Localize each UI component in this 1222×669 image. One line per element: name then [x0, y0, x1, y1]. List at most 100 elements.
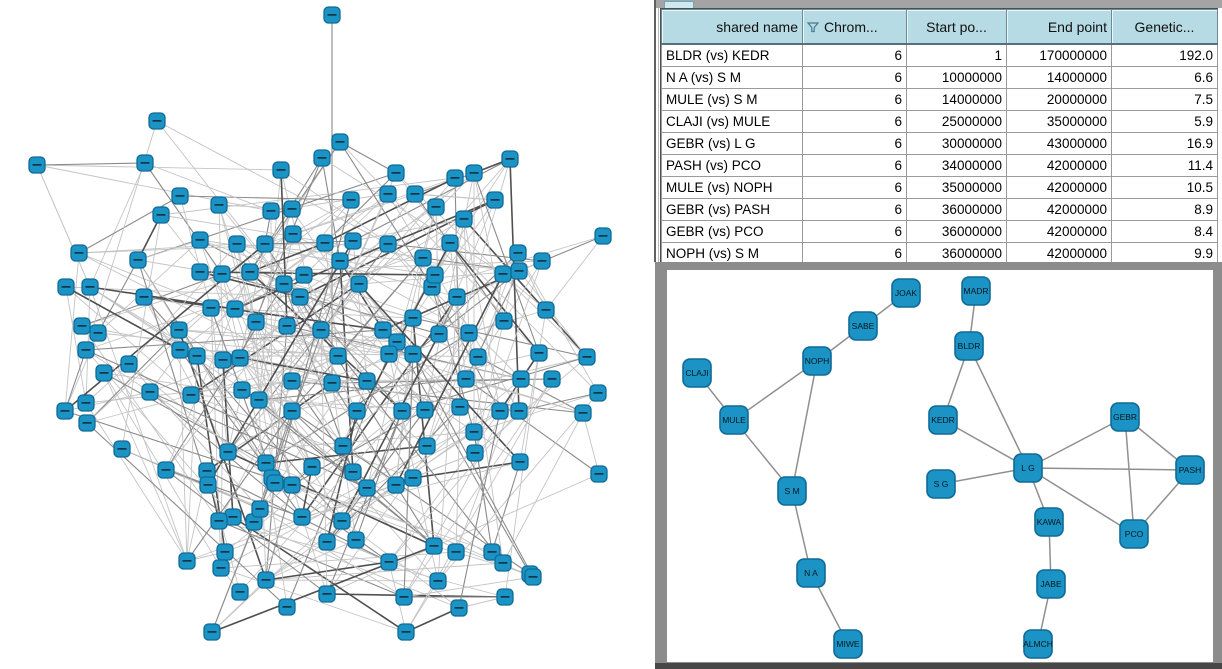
network-edge[interactable]	[64, 410, 293, 486]
network-edge[interactable]	[396, 206, 437, 343]
table-row[interactable]: NOPH (vs) S M 6 36000000 42000000 9.9	[661, 242, 1218, 265]
network-edge[interactable]	[291, 172, 397, 412]
network-edge[interactable]	[86, 307, 212, 424]
network-edge[interactable]	[239, 410, 403, 593]
subnetwork-canvas[interactable]: JOAK MADR SABE BLDR NOPH CLAJI MULE KEDR GEBR L G…	[667, 270, 1213, 662]
network-edge[interactable]	[326, 332, 470, 543]
network-node-miwe[interactable]: MIWE	[833, 629, 863, 659]
network-node-mule[interactable]: MULE	[719, 405, 749, 435]
network-edge[interactable]	[473, 273, 504, 433]
network-edge[interactable]	[414, 193, 496, 201]
network-edge[interactable]	[64, 349, 87, 412]
network-node-kedr[interactable]: KEDR	[928, 405, 958, 435]
network-edge[interactable]	[236, 243, 276, 484]
network-edge[interactable]	[274, 199, 352, 484]
network-edge[interactable]	[199, 239, 241, 359]
network-edge[interactable]	[103, 372, 188, 562]
network-edge[interactable]	[137, 239, 201, 261]
network-edge[interactable]	[405, 378, 553, 633]
network-edge[interactable]	[259, 508, 405, 598]
network-edge[interactable]	[86, 329, 180, 424]
network-edge[interactable]	[292, 177, 456, 235]
network-edge[interactable]	[341, 333, 440, 522]
network-edge[interactable]	[36, 162, 146, 166]
network-node-s-g[interactable]: S G	[926, 469, 956, 499]
network-edge[interactable]	[227, 389, 243, 453]
network-edge[interactable]	[236, 243, 461, 408]
network-edge[interactable]	[320, 329, 521, 463]
table-row[interactable]: MULE (vs) S M 6 14000000 20000000 7.5	[661, 88, 1218, 111]
network-edge[interactable]	[199, 271, 436, 276]
network-edge[interactable]	[255, 321, 293, 486]
table-tab[interactable]	[664, 1, 694, 8]
network-edge[interactable]	[165, 296, 301, 471]
network-edge[interactable]	[265, 579, 439, 582]
network-edge[interactable]	[320, 329, 504, 564]
network-edge[interactable]	[474, 260, 543, 454]
network-edge[interactable]	[179, 195, 212, 309]
network-edge[interactable]	[1027, 467, 1135, 535]
network-node-pash[interactable]: PASH	[1175, 455, 1205, 485]
network-edge[interactable]	[1027, 467, 1191, 471]
column-header-genetic[interactable]: Genetic...	[1111, 9, 1218, 45]
network-node-n-a[interactable]: N A	[796, 558, 826, 588]
network-edge[interactable]	[299, 296, 403, 412]
network-edge[interactable]	[210, 307, 229, 453]
network-edge[interactable]	[395, 273, 504, 486]
network-edge[interactable]	[65, 286, 181, 351]
network-edge[interactable]	[352, 471, 504, 564]
network-edge[interactable]	[64, 252, 80, 412]
network-edge[interactable]	[143, 296, 398, 343]
network-edge[interactable]	[190, 394, 426, 411]
table-row[interactable]: GEBR (vs) PCO 6 36000000 42000000 8.4	[661, 220, 1218, 243]
network-edge[interactable]	[239, 357, 368, 382]
network-edge[interactable]	[179, 193, 389, 351]
network-edge[interactable]	[301, 461, 521, 518]
network-edge[interactable]	[249, 271, 397, 486]
network-edge[interactable]	[517, 252, 599, 394]
network-node-noph[interactable]: NOPH	[802, 346, 832, 376]
network-edge[interactable]	[190, 329, 322, 396]
network-edge[interactable]	[64, 243, 266, 412]
network-edge[interactable]	[128, 243, 238, 365]
table-row[interactable]: GEBR (vs) PASH 6 36000000 42000000 8.9	[661, 198, 1218, 221]
network-edge[interactable]	[121, 214, 162, 450]
network-edge[interactable]	[326, 410, 358, 543]
network-edge[interactable]	[160, 177, 456, 216]
network-edge[interactable]	[352, 218, 465, 242]
network-edge[interactable]	[103, 372, 358, 412]
network-edge[interactable]	[218, 204, 293, 210]
network-edge[interactable]	[255, 321, 267, 581]
network-edge[interactable]	[222, 218, 465, 361]
network-edge[interactable]	[265, 561, 390, 581]
network-edge[interactable]	[179, 195, 352, 201]
network-edge[interactable]	[165, 469, 328, 595]
table-row[interactable]: N A (vs) S M 6 10000000 14000000 6.6	[661, 66, 1218, 89]
network-node-s-m[interactable]: S M	[777, 476, 807, 506]
network-edge[interactable]	[458, 410, 501, 609]
network-edge[interactable]	[968, 345, 1029, 469]
network-edge[interactable]	[255, 321, 313, 468]
network-edge[interactable]	[449, 242, 599, 394]
network-edge[interactable]	[160, 214, 236, 310]
main-network-canvas[interactable]	[0, 0, 655, 669]
network-edge[interactable]	[358, 283, 521, 463]
network-edge[interactable]	[36, 164, 91, 288]
network-edge[interactable]	[232, 516, 407, 633]
network-edge[interactable]	[449, 242, 467, 380]
network-edge[interactable]	[291, 352, 540, 412]
network-edge[interactable]	[239, 243, 266, 359]
network-edge[interactable]	[283, 283, 479, 358]
network-edge[interactable]	[149, 391, 368, 489]
network-node-pco[interactable]: PCO	[1119, 519, 1149, 549]
network-edge[interactable]	[412, 199, 496, 319]
network-edge[interactable]	[403, 576, 534, 598]
column-header-chromosome[interactable]: Chrom...	[802, 9, 907, 45]
network-edge[interactable]	[218, 204, 257, 323]
network-edge[interactable]	[473, 392, 599, 433]
network-edge[interactable]	[78, 195, 181, 254]
network-edge[interactable]	[455, 406, 461, 553]
network-edge[interactable]	[388, 353, 426, 411]
network-edge[interactable]	[791, 360, 818, 492]
network-edge[interactable]	[232, 516, 460, 609]
